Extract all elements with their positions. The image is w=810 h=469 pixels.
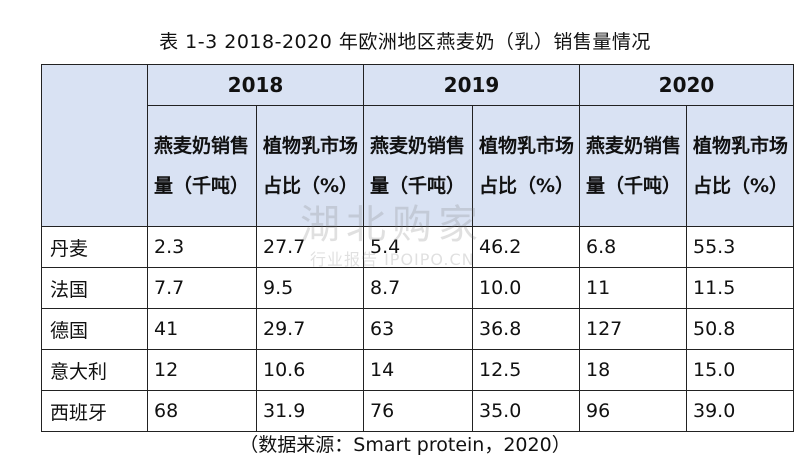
year-header: 2018 [147, 64, 364, 106]
value-cell: 127 [579, 308, 687, 350]
value-cell: 10.6 [256, 349, 364, 391]
value-cell: 50.8 [686, 308, 794, 350]
value-cell: 14 [363, 349, 473, 391]
value-cell: 35.0 [472, 390, 580, 432]
corner-cell [41, 64, 148, 227]
year-header-row: 2018 2019 2020 [41, 64, 794, 227]
value-cell: 15.0 [686, 349, 794, 391]
value-cell: 8.7 [363, 267, 473, 309]
year-header: 2019 [363, 64, 580, 106]
data-source: （数据来源：Smart protein，2020） [239, 434, 571, 456]
country-cell: 西班牙 [41, 390, 148, 432]
column-header-sales: 燕麦奶销售量（千吨） [579, 105, 687, 227]
value-cell: 6.8 [579, 226, 687, 268]
country-cell: 意大利 [41, 349, 148, 391]
table-row: 意大利 12 10.6 14 12.5 18 15.0 [41, 349, 794, 391]
value-cell: 9.5 [256, 267, 364, 309]
year-header: 2020 [579, 64, 794, 106]
value-cell: 11 [579, 267, 687, 309]
value-cell: 36.8 [472, 308, 580, 350]
country-cell: 丹麦 [41, 226, 148, 268]
column-header-sales: 燕麦奶销售量（千吨） [363, 105, 473, 227]
column-header-share: 植物乳市场占比（%） [686, 105, 794, 227]
value-cell: 11.5 [686, 267, 794, 309]
column-header-sales: 燕麦奶销售量（千吨） [147, 105, 257, 227]
value-cell: 63 [363, 308, 473, 350]
column-header-share: 植物乳市场占比（%） [472, 105, 580, 227]
value-cell: 2.3 [147, 226, 257, 268]
oat-milk-sales-table: 2018 2019 2020 燕麦奶销售量（千吨） 植物乳市场占比（%） 燕麦奶… [41, 64, 794, 432]
value-cell: 12.5 [472, 349, 580, 391]
column-header-share: 植物乳市场占比（%） [256, 105, 364, 227]
value-cell: 10.0 [472, 267, 580, 309]
value-cell: 76 [363, 390, 473, 432]
value-cell: 31.9 [256, 390, 364, 432]
value-cell: 27.7 [256, 226, 364, 268]
value-cell: 68 [147, 390, 257, 432]
value-cell: 7.7 [147, 267, 257, 309]
value-cell: 96 [579, 390, 687, 432]
value-cell: 55.3 [686, 226, 794, 268]
table-row: 法国 7.7 9.5 8.7 10.0 11 11.5 [41, 267, 794, 309]
country-cell: 德国 [41, 308, 148, 350]
value-cell: 12 [147, 349, 257, 391]
value-cell: 46.2 [472, 226, 580, 268]
value-cell: 18 [579, 349, 687, 391]
value-cell: 29.7 [256, 308, 364, 350]
value-cell: 39.0 [686, 390, 794, 432]
subheader-row: 燕麦奶销售量（千吨） 植物乳市场占比（%） 燕麦奶销售量（千吨） 植物乳市场占比… [42, 105, 794, 227]
table-title: 表 1-3 2018-2020 年欧洲地区燕麦奶（乳）销售量情况 [159, 31, 651, 53]
value-cell: 5.4 [363, 226, 473, 268]
table-row: 西班牙 68 31.9 76 35.0 96 39.0 [41, 390, 794, 432]
country-cell: 法国 [41, 267, 148, 309]
table-row: 德国 41 29.7 63 36.8 127 50.8 [41, 308, 794, 350]
table-row: 丹麦 2.3 27.7 5.4 46.2 6.8 55.3 [41, 226, 794, 268]
value-cell: 41 [147, 308, 257, 350]
